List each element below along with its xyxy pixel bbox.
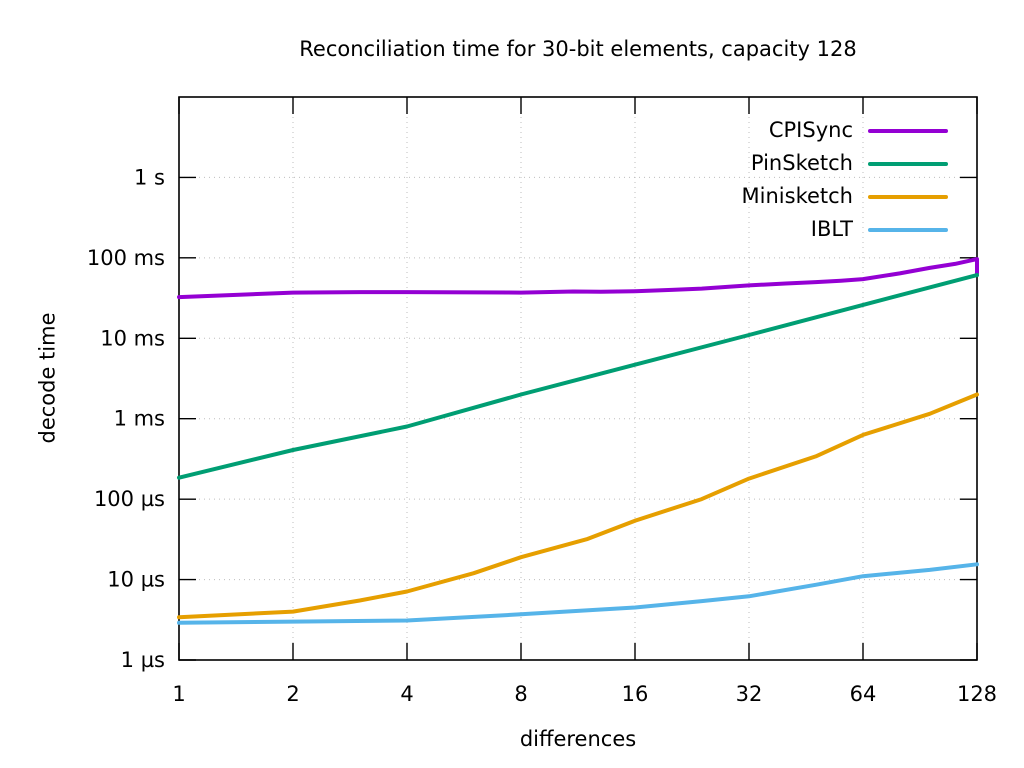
legend-line-swatch	[868, 227, 948, 232]
y-tick-label: 1 ms	[114, 407, 165, 431]
legend: CPISync PinSketch Minisketch IBLT	[742, 114, 948, 246]
legend-item-cpisync: CPISync	[742, 114, 948, 147]
x-tick-label: 2	[286, 682, 299, 706]
series-line-pinsketch	[177, 273, 979, 480]
x-tick-label: 8	[514, 682, 527, 706]
series-line-minisketch	[177, 392, 979, 620]
legend-label: CPISync	[768, 118, 853, 142]
x-tick-label: 128	[957, 682, 997, 706]
y-tick-label: 1 µs	[121, 648, 165, 672]
legend-line-swatch	[868, 161, 948, 166]
x-tick-label: 4	[400, 682, 413, 706]
legend-label: PinSketch	[750, 151, 853, 175]
plot-border	[178, 96, 978, 661]
series-line-cpisync	[177, 257, 979, 300]
legend-line-swatch	[868, 128, 948, 133]
series-line-iblt	[177, 562, 979, 625]
legend-item-iblt: IBLT	[742, 213, 948, 246]
x-tick-label: 1	[172, 682, 185, 706]
y-tick-label: 100 ms	[87, 246, 165, 270]
x-tick-label: 64	[850, 682, 877, 706]
legend-item-minisketch: Minisketch	[742, 180, 948, 213]
y-tick-label: 100 µs	[94, 487, 165, 511]
legend-line-swatch	[868, 194, 948, 199]
x-axis-title: differences	[519, 727, 637, 751]
y-tick-label: 1 s	[134, 165, 165, 189]
y-tick-label: 10 µs	[107, 568, 165, 592]
y-axis-title: decode time	[35, 312, 60, 444]
legend-item-pinsketch: PinSketch	[742, 147, 948, 180]
x-tick-label: 16	[622, 682, 649, 706]
x-tick-label: 32	[736, 682, 763, 706]
y-tick-label: 10 ms	[100, 326, 165, 350]
chart-title: Reconciliation time for 30-bit elements,…	[299, 37, 857, 61]
legend-label: IBLT	[810, 217, 853, 241]
legend-label: Minisketch	[741, 184, 853, 208]
